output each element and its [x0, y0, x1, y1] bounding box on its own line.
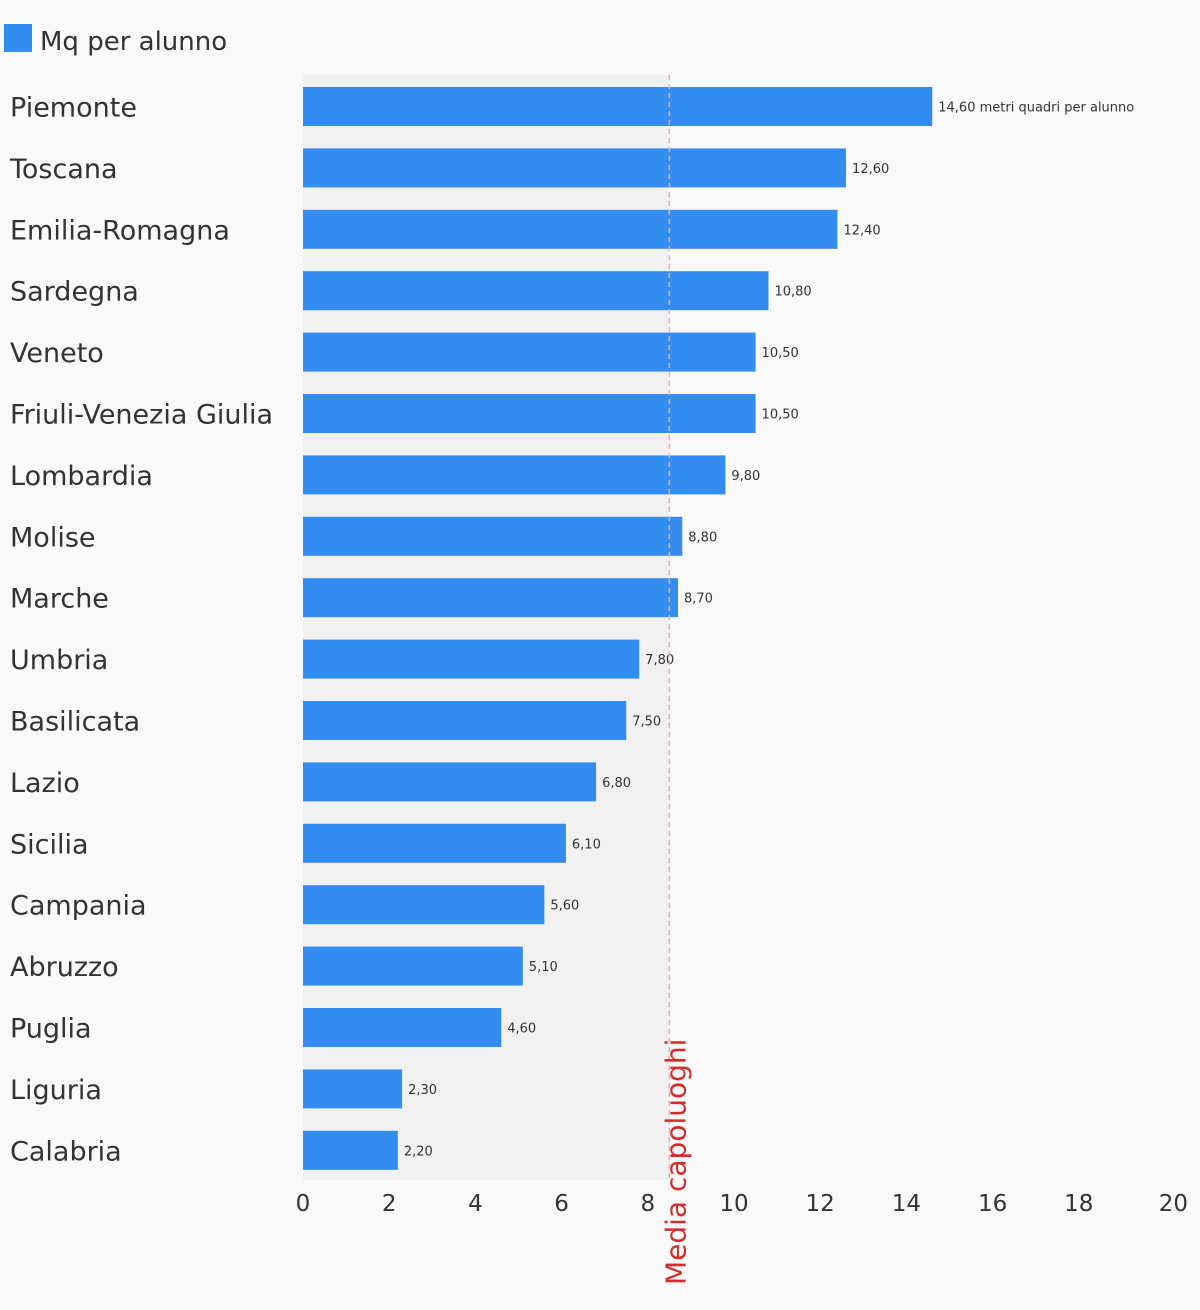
bars	[303, 87, 933, 1170]
data-labels: 14,60 metri quadri per alunno 12,60 12,40 1…	[404, 101, 1134, 1160]
data-label: 12,60	[852, 162, 889, 177]
category-labels: Piemonte Toscana Emilia-Romagna Sardegna Ven…	[9, 93, 273, 1168]
category-label: Liguria	[10, 1075, 102, 1106]
category-label: Molise	[10, 522, 96, 553]
data-label: 2,30	[408, 1083, 437, 1098]
category-label: Campania	[10, 891, 147, 922]
data-label: 5,10	[529, 960, 558, 975]
category-label: Puglia	[10, 1014, 92, 1045]
x-tick-label: 16	[978, 1191, 1007, 1217]
data-label: 12,40	[843, 223, 880, 238]
category-label: Calabria	[10, 1136, 122, 1167]
data-label: 6,80	[602, 776, 631, 791]
x-tick-label: 12	[806, 1191, 835, 1217]
bar	[303, 639, 640, 679]
reference-line-label: Media capoluoghi	[659, 1039, 692, 1285]
bar	[303, 271, 769, 311]
bar	[303, 1069, 403, 1109]
plot-background	[303, 75, 670, 1180]
x-tick-label: 0	[296, 1191, 311, 1217]
bar	[303, 946, 523, 986]
bar	[303, 578, 678, 618]
x-tick-label: 6	[554, 1191, 569, 1217]
data-label: 8,70	[684, 592, 713, 607]
category-label: Veneto	[10, 338, 104, 369]
category-label: Umbria	[10, 645, 108, 676]
data-label: 10,50	[762, 408, 799, 423]
bar	[303, 332, 756, 372]
data-label: 10,80	[774, 285, 811, 300]
data-label: 10,50	[762, 346, 799, 361]
legend-swatch	[4, 24, 32, 52]
bar	[303, 1130, 398, 1170]
legend: Mq per alunno	[4, 24, 227, 57]
category-label: Friuli-Venezia Giulia	[10, 400, 273, 431]
bar	[303, 701, 627, 740]
bar	[303, 394, 756, 433]
category-label: Lazio	[10, 768, 80, 799]
category-label: Marche	[10, 584, 109, 615]
legend-label: Mq per alunno	[40, 27, 227, 57]
bar	[303, 148, 847, 188]
data-label: 9,80	[731, 469, 760, 484]
bar	[303, 455, 726, 495]
data-label: 7,50	[632, 715, 661, 730]
data-label: 4,60	[507, 1022, 536, 1037]
category-label: Lombardia	[10, 461, 153, 492]
bar	[303, 209, 838, 249]
x-axis-ticks: 0 2 4 6 8 10 12 14 16 18 20	[296, 1191, 1188, 1217]
x-tick-label: 10	[719, 1191, 748, 1217]
category-label: Emilia-Romagna	[10, 215, 230, 246]
x-tick-label: 8	[640, 1191, 655, 1217]
reference-line-group: Media capoluoghi	[659, 75, 692, 1285]
category-label: Sicilia	[10, 829, 89, 860]
x-tick-label: 20	[1159, 1191, 1188, 1217]
category-label: Basilicata	[10, 707, 140, 738]
category-label: Abruzzo	[10, 952, 119, 983]
category-label: Sardegna	[10, 277, 139, 308]
data-label: 5,60	[550, 899, 579, 914]
category-label: Toscana	[9, 154, 118, 185]
x-tick-label: 18	[1064, 1191, 1093, 1217]
bar	[303, 1008, 502, 1047]
x-tick-label: 2	[382, 1191, 397, 1217]
bar	[303, 885, 545, 925]
category-label: Piemonte	[10, 93, 137, 124]
bar	[303, 823, 566, 863]
bar	[303, 762, 597, 802]
bar	[303, 516, 683, 556]
data-label: 8,80	[688, 530, 717, 545]
data-label: 6,10	[572, 837, 601, 852]
data-label: 2,20	[404, 1144, 433, 1159]
x-tick-label: 4	[468, 1191, 483, 1217]
data-label: 7,80	[645, 653, 674, 668]
x-tick-label: 14	[892, 1191, 921, 1217]
bar	[303, 87, 933, 126]
data-label: 14,60 metri quadri per alunno	[938, 101, 1134, 116]
